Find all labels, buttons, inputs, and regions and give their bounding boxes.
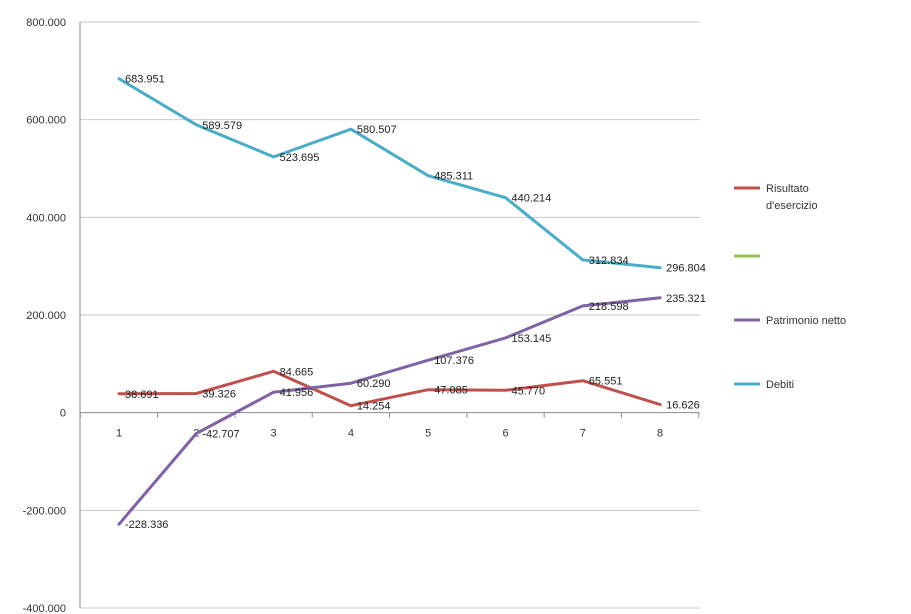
data-label: 47.085 [434,385,468,397]
y-tick-label: 400.000 [26,212,66,224]
series-line [117,296,662,526]
legend: Risultato d'esercizio Patrimonio netto Debi… [734,183,846,391]
series-line [117,77,662,270]
x-tick-label: 5 [425,428,431,440]
data-label: 580.507 [357,124,397,136]
x-tick-label: 4 [348,428,354,440]
series-line [117,369,662,408]
data-label: 296.804 [666,263,706,275]
data-label: 16.626 [666,400,700,412]
data-label: -42.707 [202,429,239,441]
data-label: 589.579 [202,120,242,132]
y-tick-label: 0 [60,408,66,420]
legend-label: Risultato [766,183,809,195]
y-tick-label: -400.000 [23,603,66,614]
data-label: -228.336 [125,519,168,531]
data-label: 523.695 [280,152,320,164]
y-tick-label: 600.000 [26,115,66,127]
data-label: 39.326 [202,388,236,400]
x-tick-label: 1 [116,428,122,440]
data-label: 60.290 [357,378,391,390]
legend-label: Debiti [766,379,794,391]
data-label: 65.551 [589,376,623,388]
gridlines [80,21,700,609]
data-label: 153.145 [512,333,552,345]
y-tick-label: 800.000 [26,17,66,29]
data-label: 235.321 [666,293,706,305]
data-labels: 38.691 39.326 84.665 14.254 47.085 45.770 65.5… [125,74,706,532]
legend-label: d'esercizio [766,200,818,212]
data-label: 45.770 [512,385,546,397]
data-label: 440.214 [512,193,552,205]
data-label: 84.665 [280,366,314,378]
data-label: 683.951 [125,74,165,86]
data-label: 218.598 [589,301,629,313]
y-tick-label: 200.000 [26,310,66,322]
axes: 800.000 600.000 400.000 200.000 0 -200.000 -40… [23,17,700,614]
data-label: 38.691 [125,389,159,401]
series-lines [117,77,662,526]
x-tick-label: 6 [502,428,508,440]
data-label: 14.254 [357,401,391,413]
data-label: 312.834 [589,255,629,267]
data-label: 485.311 [434,171,473,183]
data-label: 41.956 [280,387,314,399]
y-tick-label: -200.000 [23,505,66,517]
x-tick-label: 3 [271,428,277,440]
legend-label: Patrimonio netto [766,315,846,327]
data-label: 107.376 [434,355,474,367]
x-tick-label: 8 [657,428,663,440]
x-tick-label: 7 [580,428,586,440]
